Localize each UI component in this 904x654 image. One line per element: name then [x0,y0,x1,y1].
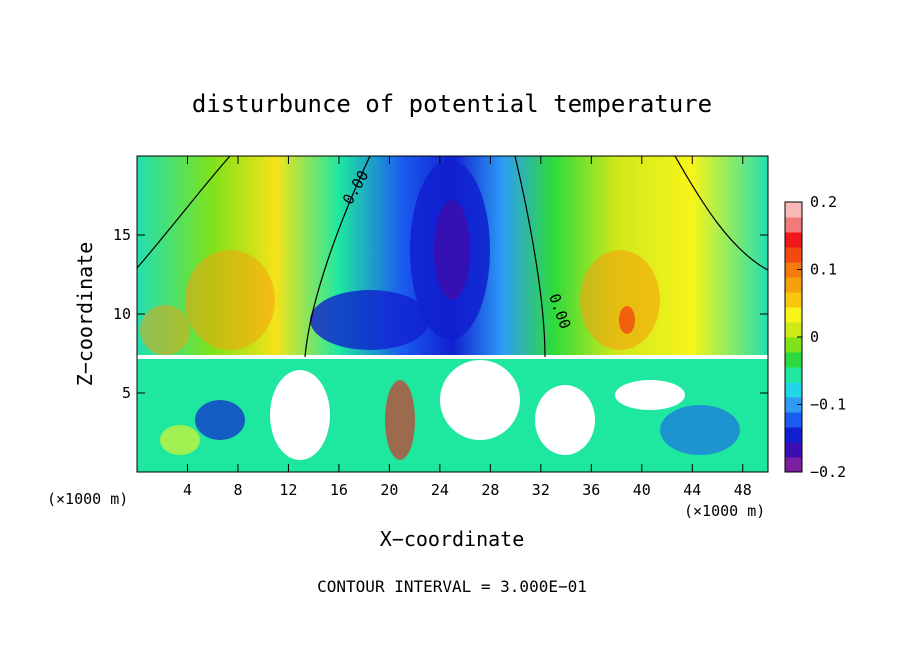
x-tick-label: 12 [279,481,297,499]
contour-interval-text: CONTOUR INTERVAL = 3.000E−01 [317,577,587,596]
y-tick-label: 15 [113,226,131,244]
colorbar-swatch [785,427,802,443]
x-tick-label: 4 [183,481,192,499]
y-axis-label: Z−coordinate [73,242,97,387]
x-unit-right: (×1000 m) [684,502,765,520]
colorbar-swatch [785,202,802,218]
x-tick-label: 20 [380,481,398,499]
colorbar-tick-label: −0.2 [810,463,846,481]
colorbar-tick-label: 0.2 [810,193,837,211]
chart-title: disturbunce of potential temperature [192,90,712,118]
x-unit-left: (×1000 m) [47,490,128,508]
x-tick-label: 48 [734,481,752,499]
x-tick-label: 16 [330,481,348,499]
x-tick-label: 24 [431,481,449,499]
colorbar-swatch [785,277,802,293]
colorbar-swatch [785,442,802,458]
colorbar-swatch [785,232,802,248]
y-tick-label: 5 [122,384,131,402]
colorbar-tick-label: 0 [810,328,819,346]
colorbar-swatch [785,262,802,278]
colorbar-swatch [785,352,802,368]
x-axis-ticks: 4 8 12 16 20 24 28 32 36 40 44 48 [183,156,752,499]
colorbar-swatch [785,397,802,413]
colorbar-swatch [785,217,802,233]
colorbar-swatch [785,322,802,338]
colorbar-swatch [785,337,802,353]
x-tick-label: 36 [582,481,600,499]
x-tick-label: 8 [233,481,242,499]
colorbar-swatch [785,412,802,428]
x-tick-label: 40 [633,481,651,499]
plot-area [137,156,768,472]
colorbar-tick-label: −0.1 [810,396,846,414]
colorbar-swatch [785,382,802,398]
x-tick-label: 28 [481,481,499,499]
colorbar-swatch [785,457,802,473]
x-tick-label: 44 [683,481,701,499]
y-axis-ticks: 5 10 15 [113,226,768,402]
colorbar-swatch [785,367,802,383]
colorbar-swatch [785,292,802,308]
x-axis-label: X−coordinate [380,527,525,551]
x-tick-label: 32 [532,481,550,499]
y-tick-label: 10 [113,305,131,323]
colorbar-swatch [785,307,802,323]
colorbar-tick-label: 0.1 [810,261,837,279]
colorbar: 0.2 0.1 0 −0.1 −0.2 [784,193,846,481]
colorbar-swatch [785,247,802,263]
